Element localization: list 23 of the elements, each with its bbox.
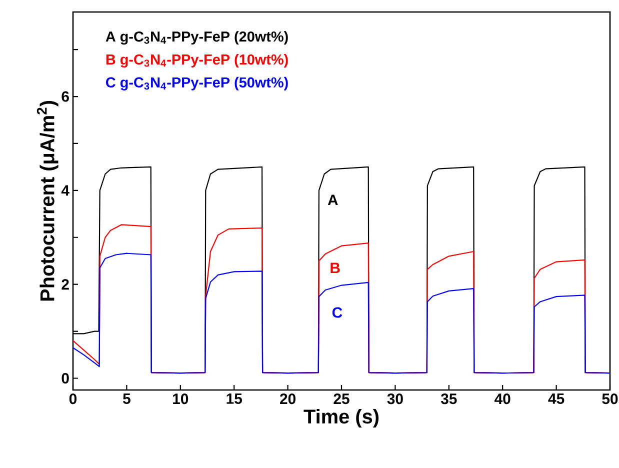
text: A g-C$_{3}$N$_{4}$-PPy-FeP (20wt%)	[106, 31, 288, 45]
x-tick-label: 10	[173, 394, 188, 404]
x-tick-label: 20	[280, 394, 296, 404]
x-tick-label: 0	[69, 394, 77, 404]
x-tick-label: 5	[123, 394, 130, 404]
x-tick-label: 15	[226, 394, 242, 404]
annotation: B	[330, 262, 340, 274]
annotation: A	[328, 194, 338, 205]
annotation: C	[332, 307, 342, 318]
text: B g-C$_{3}$N$_{4}$-PPy-FeP (10wt%)	[106, 54, 288, 68]
y-tick-label: 0	[62, 372, 69, 384]
x-tick-label: 30	[387, 394, 403, 404]
x-tick-label: 25	[334, 394, 350, 404]
y-tick-label: 6	[62, 91, 69, 102]
x-tick-label: 50	[602, 394, 618, 404]
y-tick-label: 2	[62, 279, 69, 290]
x-tick-label: 40	[494, 394, 510, 404]
y-axis-title: Photocurrent (μA/m$^{2}$)	[36, 101, 58, 301]
y-tick-label: 4	[61, 185, 70, 196]
x-tick-label: 35	[440, 394, 457, 404]
x-axis-title: Time (s)	[304, 408, 379, 428]
x-tick-label: 45	[548, 394, 564, 404]
text: C g-C$_{3}$N$_{4}$-PPy-FeP (50wt%)	[106, 76, 288, 90]
